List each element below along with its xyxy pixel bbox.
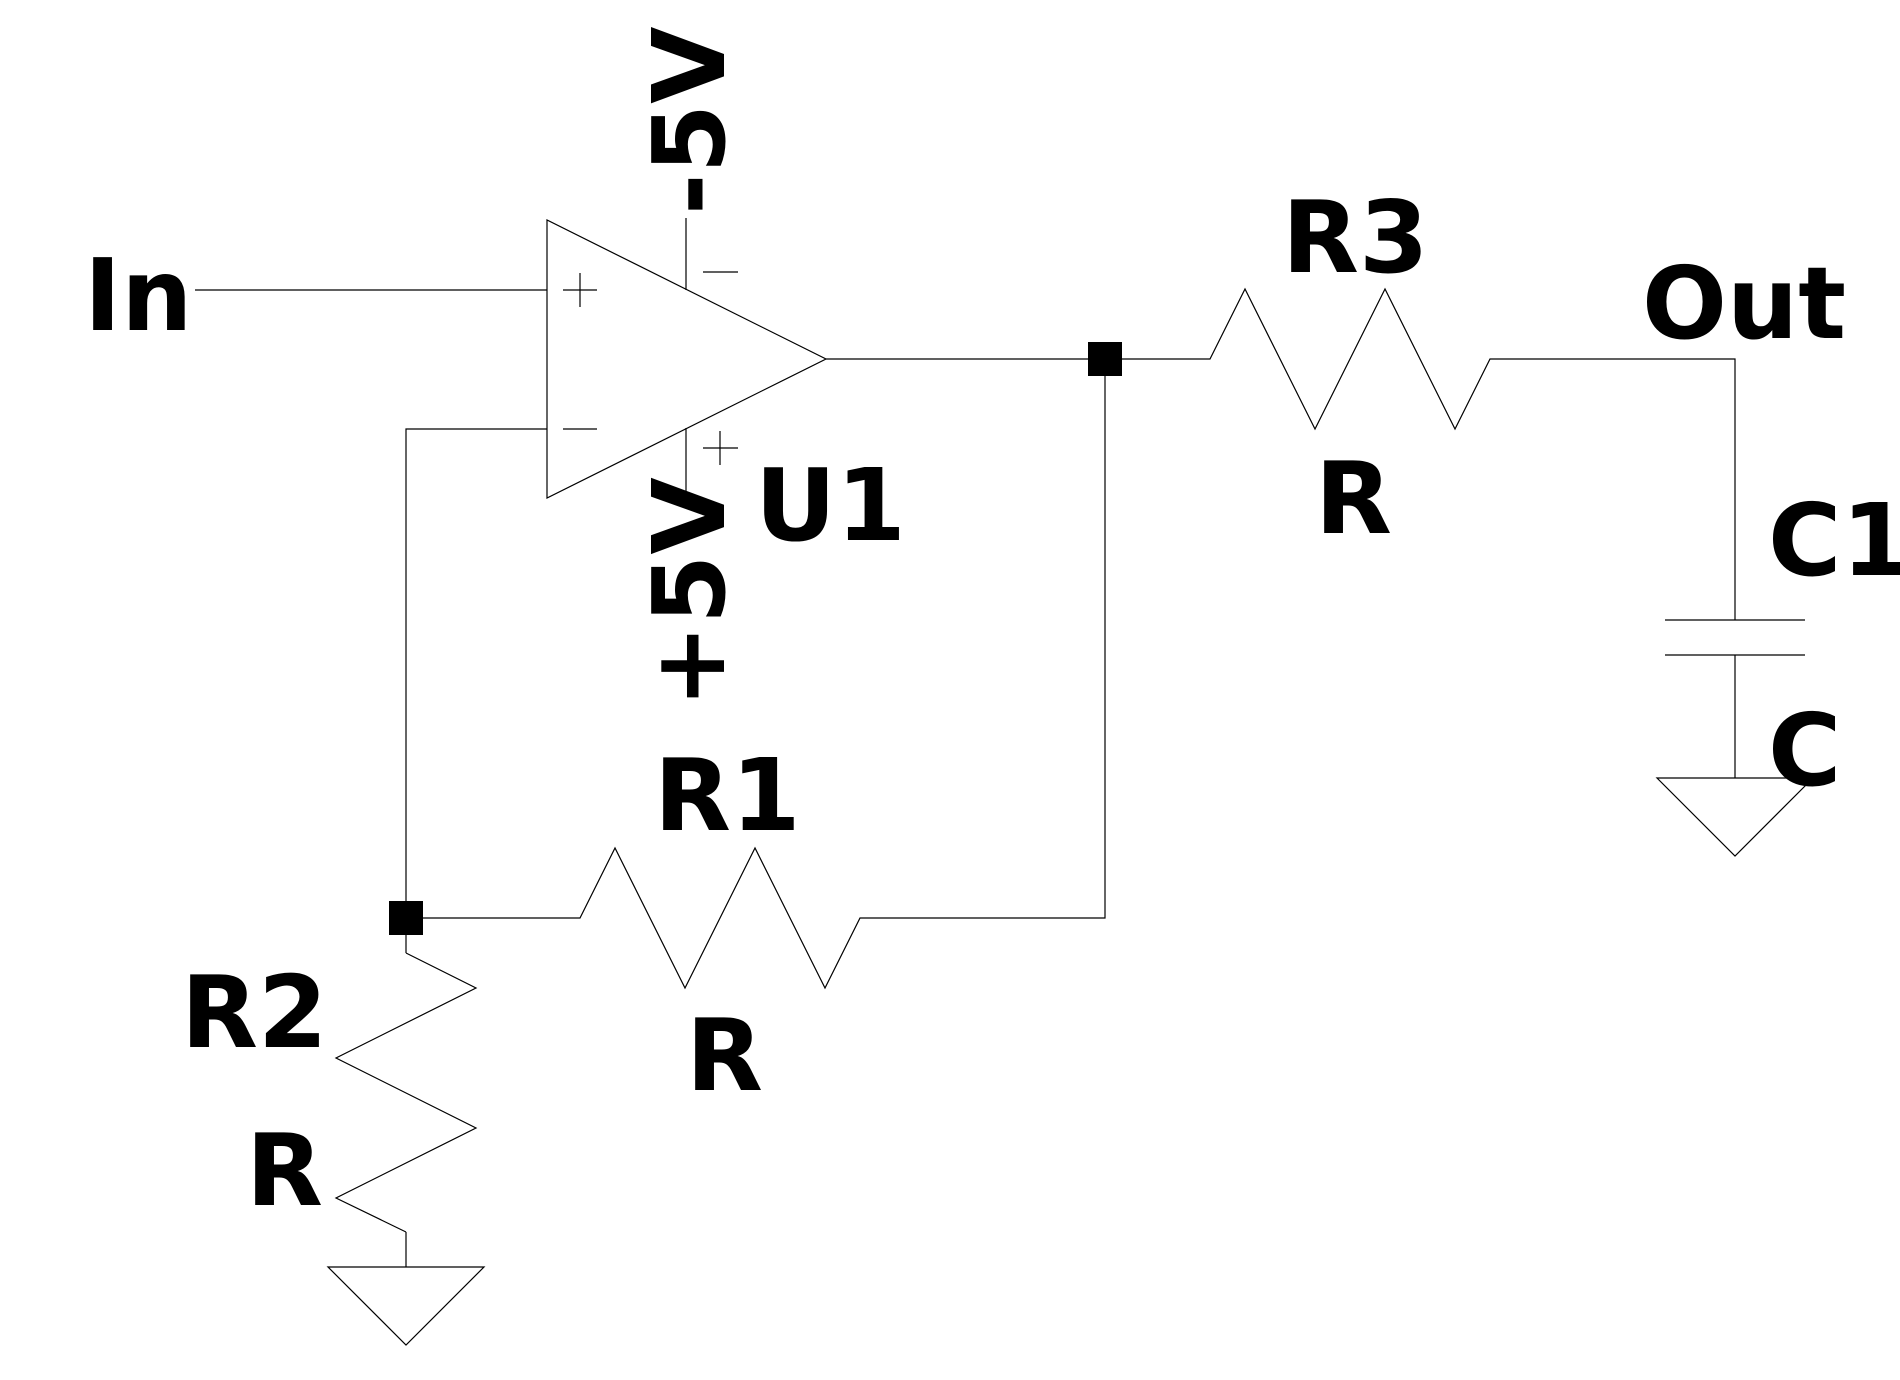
value-r3: R [1315,440,1392,557]
net-label-in: In [84,237,192,354]
junction-feedback [389,901,423,935]
value-c1: C [1768,692,1841,809]
value-r2: R [246,1112,323,1229]
resistor-r2 [334,952,478,1233]
ref-u1: U1 [755,447,906,564]
wire-output-to-cap [1525,358,1736,620]
value-r1: R [686,997,763,1114]
ref-c1: C1 [1768,482,1900,599]
resistor-r3 [1175,287,1525,431]
ground-symbol-c1 [1655,777,1815,857]
net-label-pos-supply: +5V [631,477,748,708]
opamp-u1 [546,218,828,500]
ref-r1: R1 [654,737,801,854]
resistor-r1 [545,846,895,990]
ground-symbol-r2 [326,1266,486,1346]
net-label-neg-supply: -5V [631,27,748,215]
wires [195,289,1736,1267]
wire-feedback-right [895,359,1106,919]
net-label-out: Out [1642,245,1846,362]
junction-output [1088,342,1122,376]
wire-inverting-feedback [405,428,547,918]
ref-r3: R3 [1282,179,1429,296]
ref-r2: R2 [181,954,328,1071]
capacitor-c1 [1665,619,1805,656]
